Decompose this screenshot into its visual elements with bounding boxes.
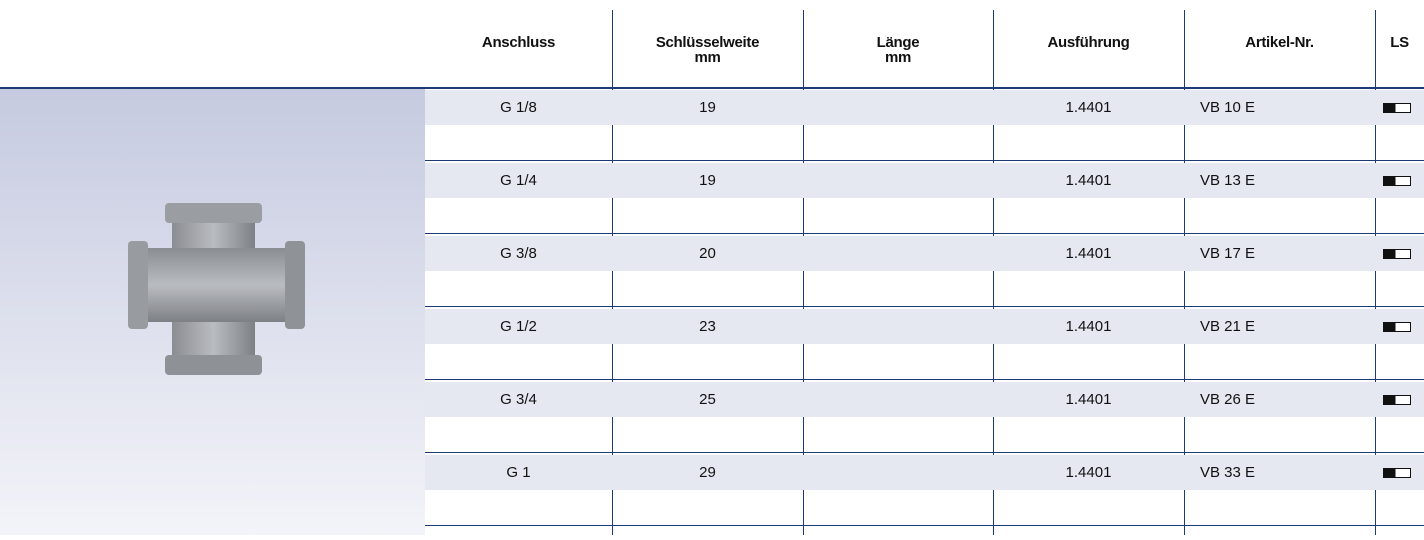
cell: VB 33 E [1200, 464, 1256, 481]
row-separator [425, 379, 1424, 380]
cell: 19 [699, 172, 716, 189]
column-header: Schlüsselweite [655, 34, 760, 51]
cell: VB 21 E [1200, 318, 1256, 335]
cell: 29 [699, 464, 716, 481]
column-header: mm [884, 49, 912, 66]
cell: 1.4401 [1065, 172, 1112, 189]
column-header: Ausführung [1047, 34, 1130, 51]
column-divider [993, 10, 994, 535]
ls-icon [1383, 468, 1411, 478]
cell: 1.4401 [1065, 464, 1112, 481]
row-separator [425, 525, 1424, 526]
cell: 25 [699, 391, 716, 408]
row-band [425, 90, 1424, 125]
cell: 23 [699, 318, 716, 335]
cell: G 1/2 [500, 318, 537, 335]
column-divider [1184, 10, 1185, 535]
row-separator [425, 306, 1424, 307]
cell: 1.4401 [1065, 99, 1112, 116]
ls-icon [1383, 249, 1411, 259]
cell: G 3/8 [500, 245, 537, 262]
cell: G 3/4 [500, 391, 537, 408]
column-header: Anschluss [481, 34, 556, 51]
ls-icon [1383, 322, 1411, 332]
column-header: mm [694, 49, 721, 66]
header-line [0, 87, 1424, 89]
cell: 20 [699, 245, 716, 262]
row-separator [425, 452, 1424, 453]
cell: G 1 [506, 464, 531, 481]
column-header: Artikel-Nr. [1245, 34, 1314, 51]
cell: G 1/8 [500, 99, 537, 116]
cell: VB 13 E [1200, 172, 1256, 189]
column-divider [1375, 10, 1376, 535]
row-separator [425, 233, 1424, 234]
cell: 1.4401 [1065, 391, 1112, 408]
column-divider [803, 10, 804, 535]
row-band [425, 309, 1424, 344]
ls-icon [1383, 395, 1411, 405]
cell: 1.4401 [1065, 318, 1112, 335]
column-header: LS [1390, 34, 1409, 51]
column-divider [612, 10, 613, 535]
row-separator [425, 160, 1424, 161]
product-image [128, 203, 305, 375]
cell: VB 26 E [1200, 391, 1256, 408]
cell: 1.4401 [1065, 245, 1112, 262]
cell: G 1/4 [500, 172, 537, 189]
product-image-area [0, 88, 425, 535]
ls-icon [1383, 103, 1411, 113]
row-band [425, 455, 1424, 490]
cell: 19 [699, 99, 716, 116]
column-header: Länge [876, 34, 920, 51]
row-band [425, 236, 1424, 271]
cell: VB 10 E [1200, 99, 1256, 116]
cell: VB 17 E [1200, 245, 1256, 262]
row-band [425, 163, 1424, 198]
row-band [425, 382, 1424, 417]
ls-icon [1383, 176, 1411, 186]
